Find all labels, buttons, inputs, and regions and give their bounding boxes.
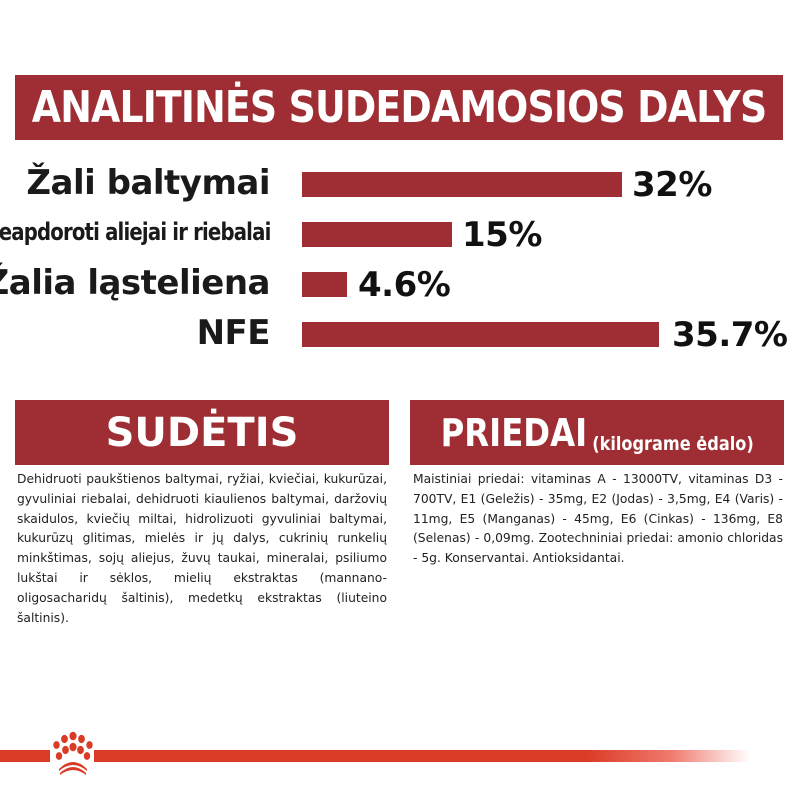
- value-raw-protein: 32%: [632, 165, 712, 205]
- row-label-raw-protein: Žali baltymai: [26, 163, 270, 203]
- composition-title-banner: SUDĖTIS: [15, 400, 389, 465]
- analysis-title: ANALITINĖS SUDEDAMOSIOS DALYS: [31, 82, 767, 133]
- row-label-crude-fat: Neapdoroti aliejai ir riebalai: [0, 218, 271, 246]
- composition-text: Dehidruoti paukštienos baltymai, ryžiai,…: [17, 472, 387, 625]
- row-label-nfe: NFE: [196, 313, 271, 353]
- value-nfe: 35.7%: [672, 315, 788, 355]
- additives-title: PRIEDAI: [440, 410, 587, 455]
- row-label-crude-fibre: Žalia ląsteliena: [0, 263, 271, 303]
- value-crude-fibre: 4.6%: [358, 265, 451, 305]
- footer-line-right: [94, 750, 750, 762]
- additives-text: Maistiniai priedai: vitaminas A - 13000T…: [413, 472, 783, 566]
- value-crude-fat: 15%: [462, 215, 542, 255]
- bar-nfe: [302, 322, 659, 347]
- bar-raw-protein: [302, 172, 622, 197]
- bar-crude-fat: [302, 222, 452, 247]
- crown-icon: [53, 731, 93, 775]
- footer-line-left: [0, 750, 50, 762]
- bar-crude-fibre: [302, 272, 347, 297]
- analysis-title-banner: ANALITINĖS SUDEDAMOSIOS DALYS: [15, 75, 783, 140]
- additives-title-banner: PRIEDAI (kilograme ėdalo): [410, 400, 784, 465]
- composition-title: SUDĖTIS: [105, 409, 299, 456]
- additives-subtitle: (kilograme ėdalo): [592, 432, 754, 455]
